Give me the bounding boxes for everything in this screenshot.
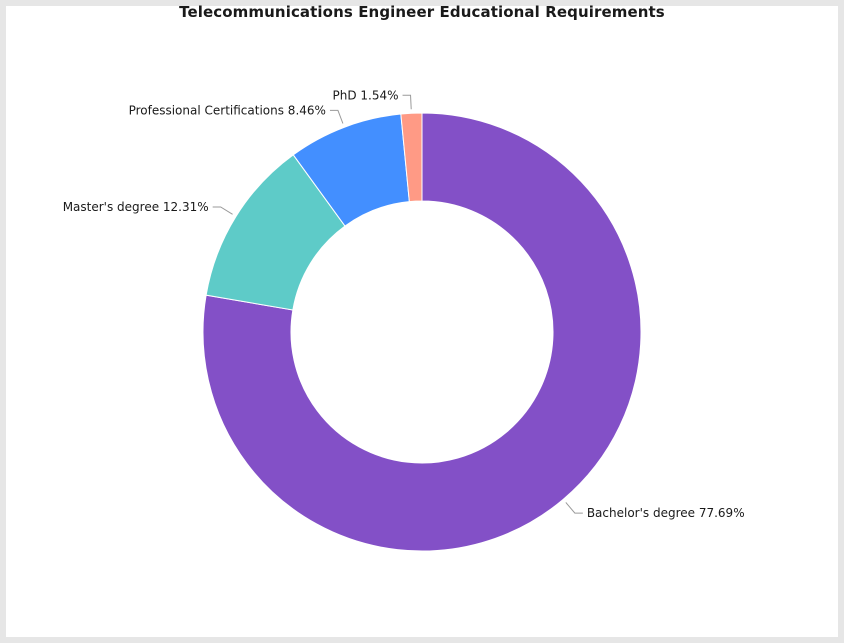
- leader-line-master-s-degree: [212, 206, 233, 215]
- slice-label-bachelor-s-degree: Bachelor's degree 77.69%: [587, 506, 745, 520]
- chart-title: Telecommunications Engineer Educational …: [179, 3, 665, 21]
- leader-line-bachelor-s-degree: [565, 502, 583, 514]
- slice-phd[interactable]: [400, 112, 423, 203]
- slice-label-master-s-degree: Master's degree 12.31%: [63, 200, 209, 214]
- slice-bachelor-s-degree[interactable]: [202, 112, 642, 552]
- slices-group: [202, 112, 642, 552]
- leader-line-phd: [402, 94, 412, 110]
- slice-labels-group: Bachelor's degree 77.69% Master's degree …: [63, 88, 745, 520]
- slice-label-phd: PhD 1.54%: [333, 88, 399, 102]
- slice-label-professional-certifications: Professional Certifications 8.46%: [129, 103, 326, 117]
- leader-line-professional-certifications: [329, 109, 344, 124]
- leader-lines-group: [212, 94, 583, 514]
